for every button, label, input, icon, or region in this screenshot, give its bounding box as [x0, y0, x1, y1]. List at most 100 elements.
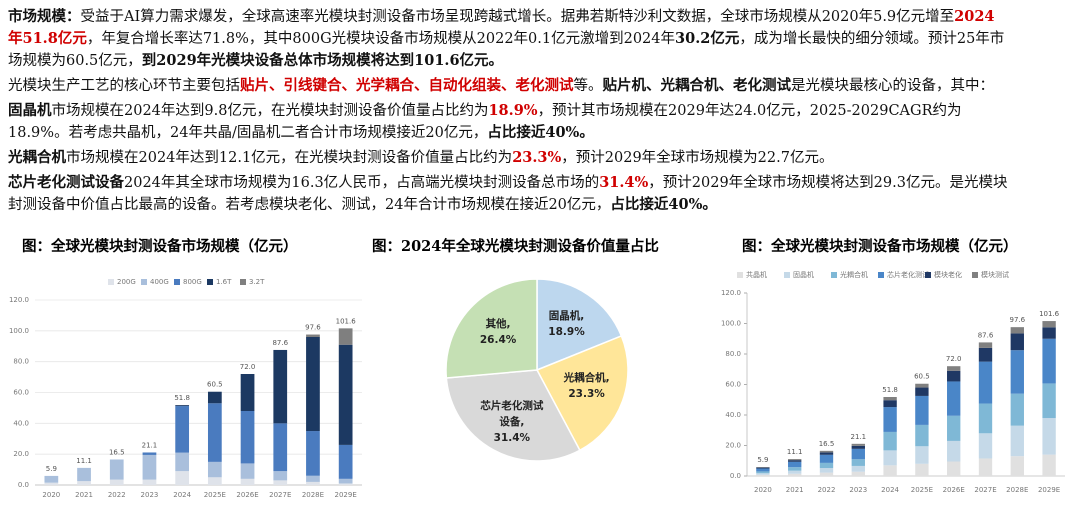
legend-swatch: [972, 272, 978, 278]
total-label: 60.5: [207, 381, 223, 389]
bar-segment: [207, 477, 222, 485]
y-tick-label: 40.0: [725, 411, 741, 419]
bar-segment: [947, 415, 961, 441]
bar-segment: [1042, 383, 1056, 419]
bar-segment: [338, 328, 353, 345]
x-tick-label: 2022: [818, 486, 836, 494]
slice-label: 光耦合机, 23.3%: [555, 370, 619, 402]
bar-segment: [819, 472, 834, 476]
bar-segment: [142, 454, 157, 480]
legend-label: 共晶机: [746, 270, 767, 279]
bar-segment: [788, 473, 802, 476]
bar-segment: [756, 467, 770, 469]
x-tick-label: 2024: [881, 486, 899, 494]
slice-value: 26.4%: [479, 334, 517, 347]
bar-segment: [338, 483, 353, 485]
chart-title: 图：全球光模块封测设备市场规模（亿元）: [22, 238, 298, 255]
bar-segment: [44, 482, 59, 485]
text-run: 光耦合机: [8, 149, 66, 166]
bar-segment: [273, 423, 288, 472]
x-tick-label: 2027E: [269, 491, 291, 499]
total-label: 11.1: [787, 448, 803, 456]
bar-segment: [306, 337, 320, 432]
bar-segment: [788, 460, 802, 462]
y-tick-label: 80.0: [13, 358, 29, 366]
y-tick-label: 20.0: [13, 450, 29, 458]
bar-segment: [207, 403, 222, 462]
bar-segment: [1010, 350, 1024, 394]
bar-segment: [1010, 425, 1024, 457]
bar-segment: [883, 400, 897, 408]
bar-segment: [883, 450, 897, 466]
text-run: 2024年其全球市场规模为16.3亿人民币，占高端光模块封测设备总市场的: [124, 175, 600, 191]
chart-title: 图：全球光模块封测设备市场规模（亿元）: [742, 238, 1018, 255]
text-body: 市场规模：受益于AI算力需求爆发，全球高速率光模块封测设备市场呈现跨越式增长。据…: [8, 6, 1008, 219]
legend-swatch: [174, 279, 180, 285]
bar-segment: [273, 349, 288, 424]
bar-segment: [338, 344, 353, 445]
slice-name: 芯片老化测试设备,: [480, 400, 544, 429]
bar-segment: [788, 461, 802, 468]
bar-segment: [819, 454, 834, 463]
text-run: 等。: [573, 78, 603, 94]
legend-swatch: [831, 272, 837, 278]
bar-segment: [915, 424, 929, 447]
bar-segment: [338, 444, 353, 479]
x-tick-label: 2021: [75, 491, 93, 499]
slice-label: 固晶机, 18.9%: [535, 308, 599, 340]
pie-slice: [536, 278, 623, 372]
bar-segment: [883, 407, 897, 432]
slice-label: 其他, 26.4%: [466, 316, 530, 348]
y-tick-label: 40.0: [13, 419, 29, 427]
text-run: 市场规模在2024年达到9.8亿元，在光模块封测设备价值量占比约为: [51, 103, 489, 119]
bar-segment: [1042, 327, 1056, 339]
y-tick-label: 120.0: [9, 296, 29, 304]
slice-value: 18.9%: [548, 326, 585, 339]
bar-segment: [1010, 456, 1024, 476]
legend-label: 光耦合机: [840, 270, 868, 279]
bar-segment: [306, 334, 320, 337]
bar-segment: [851, 459, 865, 466]
bar-segment: [756, 468, 770, 472]
bar-segment: [175, 406, 190, 453]
bar-segment: [77, 481, 91, 485]
bar-segment: [240, 463, 255, 479]
bar-segment: [978, 433, 993, 459]
text-run: 30.2亿元: [675, 30, 740, 47]
total-label: 16.5: [109, 449, 125, 457]
chart: 0.0 20.0 40.0 60.0 80.0 100.0 120.0 共晶机 固晶机 光耦合机 芯…: [721, 270, 1065, 494]
x-tick-label: 2028E: [302, 491, 324, 499]
x-tick-label: 2020: [42, 491, 60, 499]
total-label: 21.1: [851, 433, 867, 441]
pie-slice: [445, 369, 581, 462]
bar-segment: [883, 431, 897, 451]
legend-swatch: [737, 272, 743, 278]
total-label: 97.6: [1010, 316, 1026, 324]
text-run: 18.9%: [488, 102, 538, 119]
bar-segment: [851, 443, 865, 446]
text-run: 贴片机、光耦合机、老化测试: [602, 77, 792, 94]
y-tick-label: 100.0: [9, 327, 29, 335]
bar-segment: [978, 361, 993, 404]
bar-segment: [1042, 418, 1056, 455]
pie-slice: [445, 278, 538, 379]
total-label: 5.9: [757, 456, 768, 464]
bar-segment: [240, 411, 255, 464]
chart: 0.0 20.0 40.0 60.0 80.0 100.0 120.0 200G 400G 800…: [9, 278, 362, 499]
y-tick-label: 20.0: [725, 442, 741, 450]
legend-label: 模块老化: [934, 270, 962, 279]
text-run: 31.4%: [599, 174, 649, 191]
bar-segment: [338, 478, 353, 484]
bar-segment: [175, 452, 190, 472]
paragraph: 市场规模：受益于AI算力需求爆发，全球高速率光模块封测设备市场呈现跨越式增长。据…: [8, 6, 1008, 72]
slice-value: 31.4%: [493, 432, 531, 445]
paragraph: 光模块生产工艺的核心环节主要包括贴片、引线键合、光学耦合、自动化组装、老化测试等…: [8, 75, 1008, 97]
x-tick-label: 2021: [786, 486, 804, 494]
bar-segment: [978, 458, 993, 476]
bar-segment: [756, 471, 770, 474]
text-run: ，预计2029年全球市场规模将达到29.3亿元。是光模块封测设备中价值占比最高的…: [8, 175, 1008, 213]
text-run: ，预计其市场规模在2029年达24.0亿元，2025-2029CAGR约为18.…: [8, 103, 962, 141]
bar-segment: [306, 475, 320, 482]
bar-segment: [978, 403, 993, 434]
legend-label: 模块测试: [981, 270, 1009, 279]
